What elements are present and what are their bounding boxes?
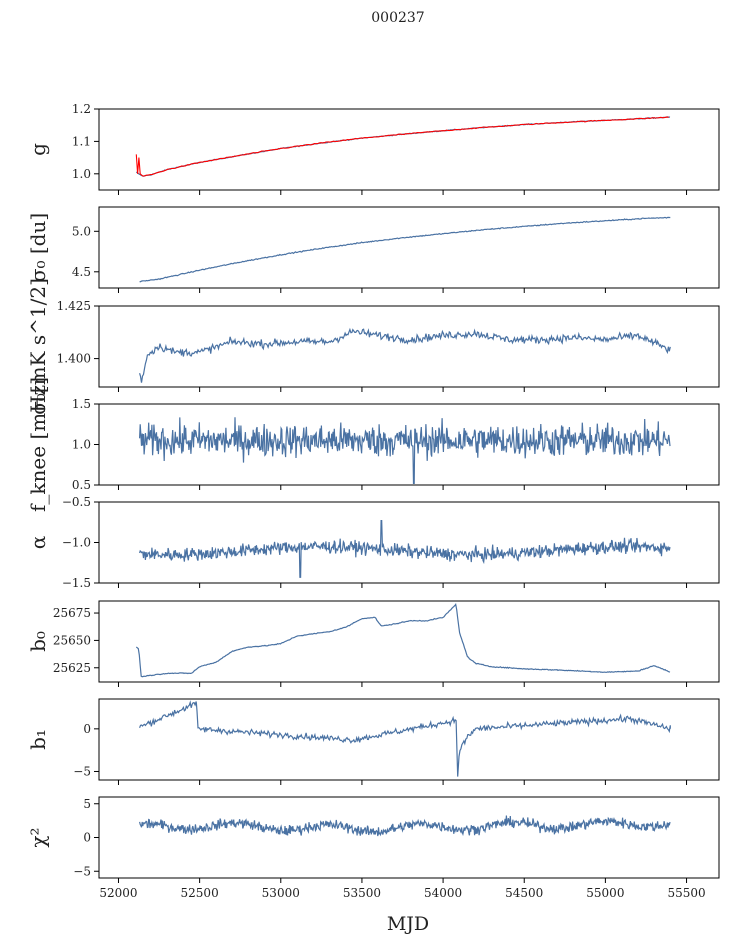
y-tick-label-alpha: −1.0 [62,536,91,550]
axes-frame-chi2 [98,796,720,879]
x-tick-label: 52500 [181,886,219,900]
y-tick-label-sigma0-mK: 1.425 [57,299,91,313]
panel-f-knee: 0.5 1.0 1.5 f_knee [mHz] [26,377,720,512]
y-tick-label-sigma0-mK: 1.400 [57,352,91,366]
y-tick-label-sigma0-du: 4.5 [72,265,91,279]
y-tick-label-f-knee: 0.5 [72,478,91,492]
y-tick-label-alpha: −0.5 [62,495,91,509]
series-line-g-fit [135,116,669,177]
y-tick-label-g: 1.0 [72,167,91,181]
y-tick-label-f-knee: 1.5 [72,397,91,411]
x-tick-label: 55000 [586,886,624,900]
y-axis-label-sigma0-du: σ₀ [du] [26,213,50,282]
y-axis-label-chi2: χ² [26,827,50,847]
panel-b1: −5 0 b₁ [26,698,720,785]
y-tick-label-b0: 25625 [53,661,91,675]
panel-chi2: −5 0 5 52000 52500 53000 53500 54000 54500 55000 5… [26,796,720,900]
x-tick-label: 55500 [667,886,705,900]
x-tick-label: 54500 [505,886,543,900]
axes-frame-sigma0-du [98,206,720,289]
series-line-b1 [139,700,671,777]
axes-frame-alpha [98,501,720,584]
x-axis-label: MJD [387,913,429,935]
y-tick-label-f-knee: 1.0 [72,438,91,452]
panels: 1.0 1.1 1.2 g 4.5 5.0 σ₀ [du] 1.400 1.425 σ₀[mK s… [26,102,720,900]
y-tick-label-b1: 0 [83,722,91,736]
axes-frame-g [98,108,720,191]
x-tick-label: 54000 [424,886,462,900]
x-tick-label: 52000 [99,886,137,900]
y-axis-label-f-knee: f_knee [mHz] [26,377,50,512]
y-tick-label-b0: 25675 [53,606,91,620]
y-axis-label-b0: b₀ [26,631,50,652]
y-tick-label-b0: 25650 [53,633,91,647]
axes-frame-sigma0-mK [98,305,720,388]
series-line-chi2 [139,815,671,837]
y-tick-label-chi2: 0 [83,831,91,845]
y-tick-label-alpha: −1.5 [62,576,91,590]
series-line-b0 [135,602,671,678]
panel-g: 1.0 1.1 1.2 g [26,102,720,195]
panel-alpha: −1.5 −1.0 −0.5 α [26,495,720,590]
x-tick-label: 53500 [343,886,381,900]
axes-frame-b1 [98,698,720,781]
series-line-alpha [139,520,671,578]
x-tick-label: 53000 [262,886,300,900]
panel-sigma0-du: 4.5 5.0 σ₀ [du] [26,206,720,293]
axes-frame-b0 [98,600,720,683]
y-tick-label-chi2: 5 [83,797,91,811]
y-tick-label-b1: −5 [73,764,91,778]
series-line-sigma0-mK [139,327,671,383]
y-axis-label-sigma0-mK: σ₀[mK s^1/2] [26,278,50,415]
series-line-f-knee [139,417,671,484]
y-axis-label-b1: b₁ [26,729,50,750]
y-tick-label-chi2: −5 [73,864,91,878]
y-axis-label-alpha: α [26,536,50,550]
figure-title: 000237 [371,10,424,26]
series-line-sigma0-du [139,216,671,283]
y-axis-label-g: g [26,143,50,156]
y-tick-label-sigma0-du: 5.0 [72,224,91,238]
y-tick-label-g: 1.2 [72,102,91,116]
y-tick-label-g: 1.1 [72,134,91,148]
panel-sigma0-mK: 1.400 1.425 σ₀[mK s^1/2] [26,278,720,415]
series-line-g [135,116,671,177]
